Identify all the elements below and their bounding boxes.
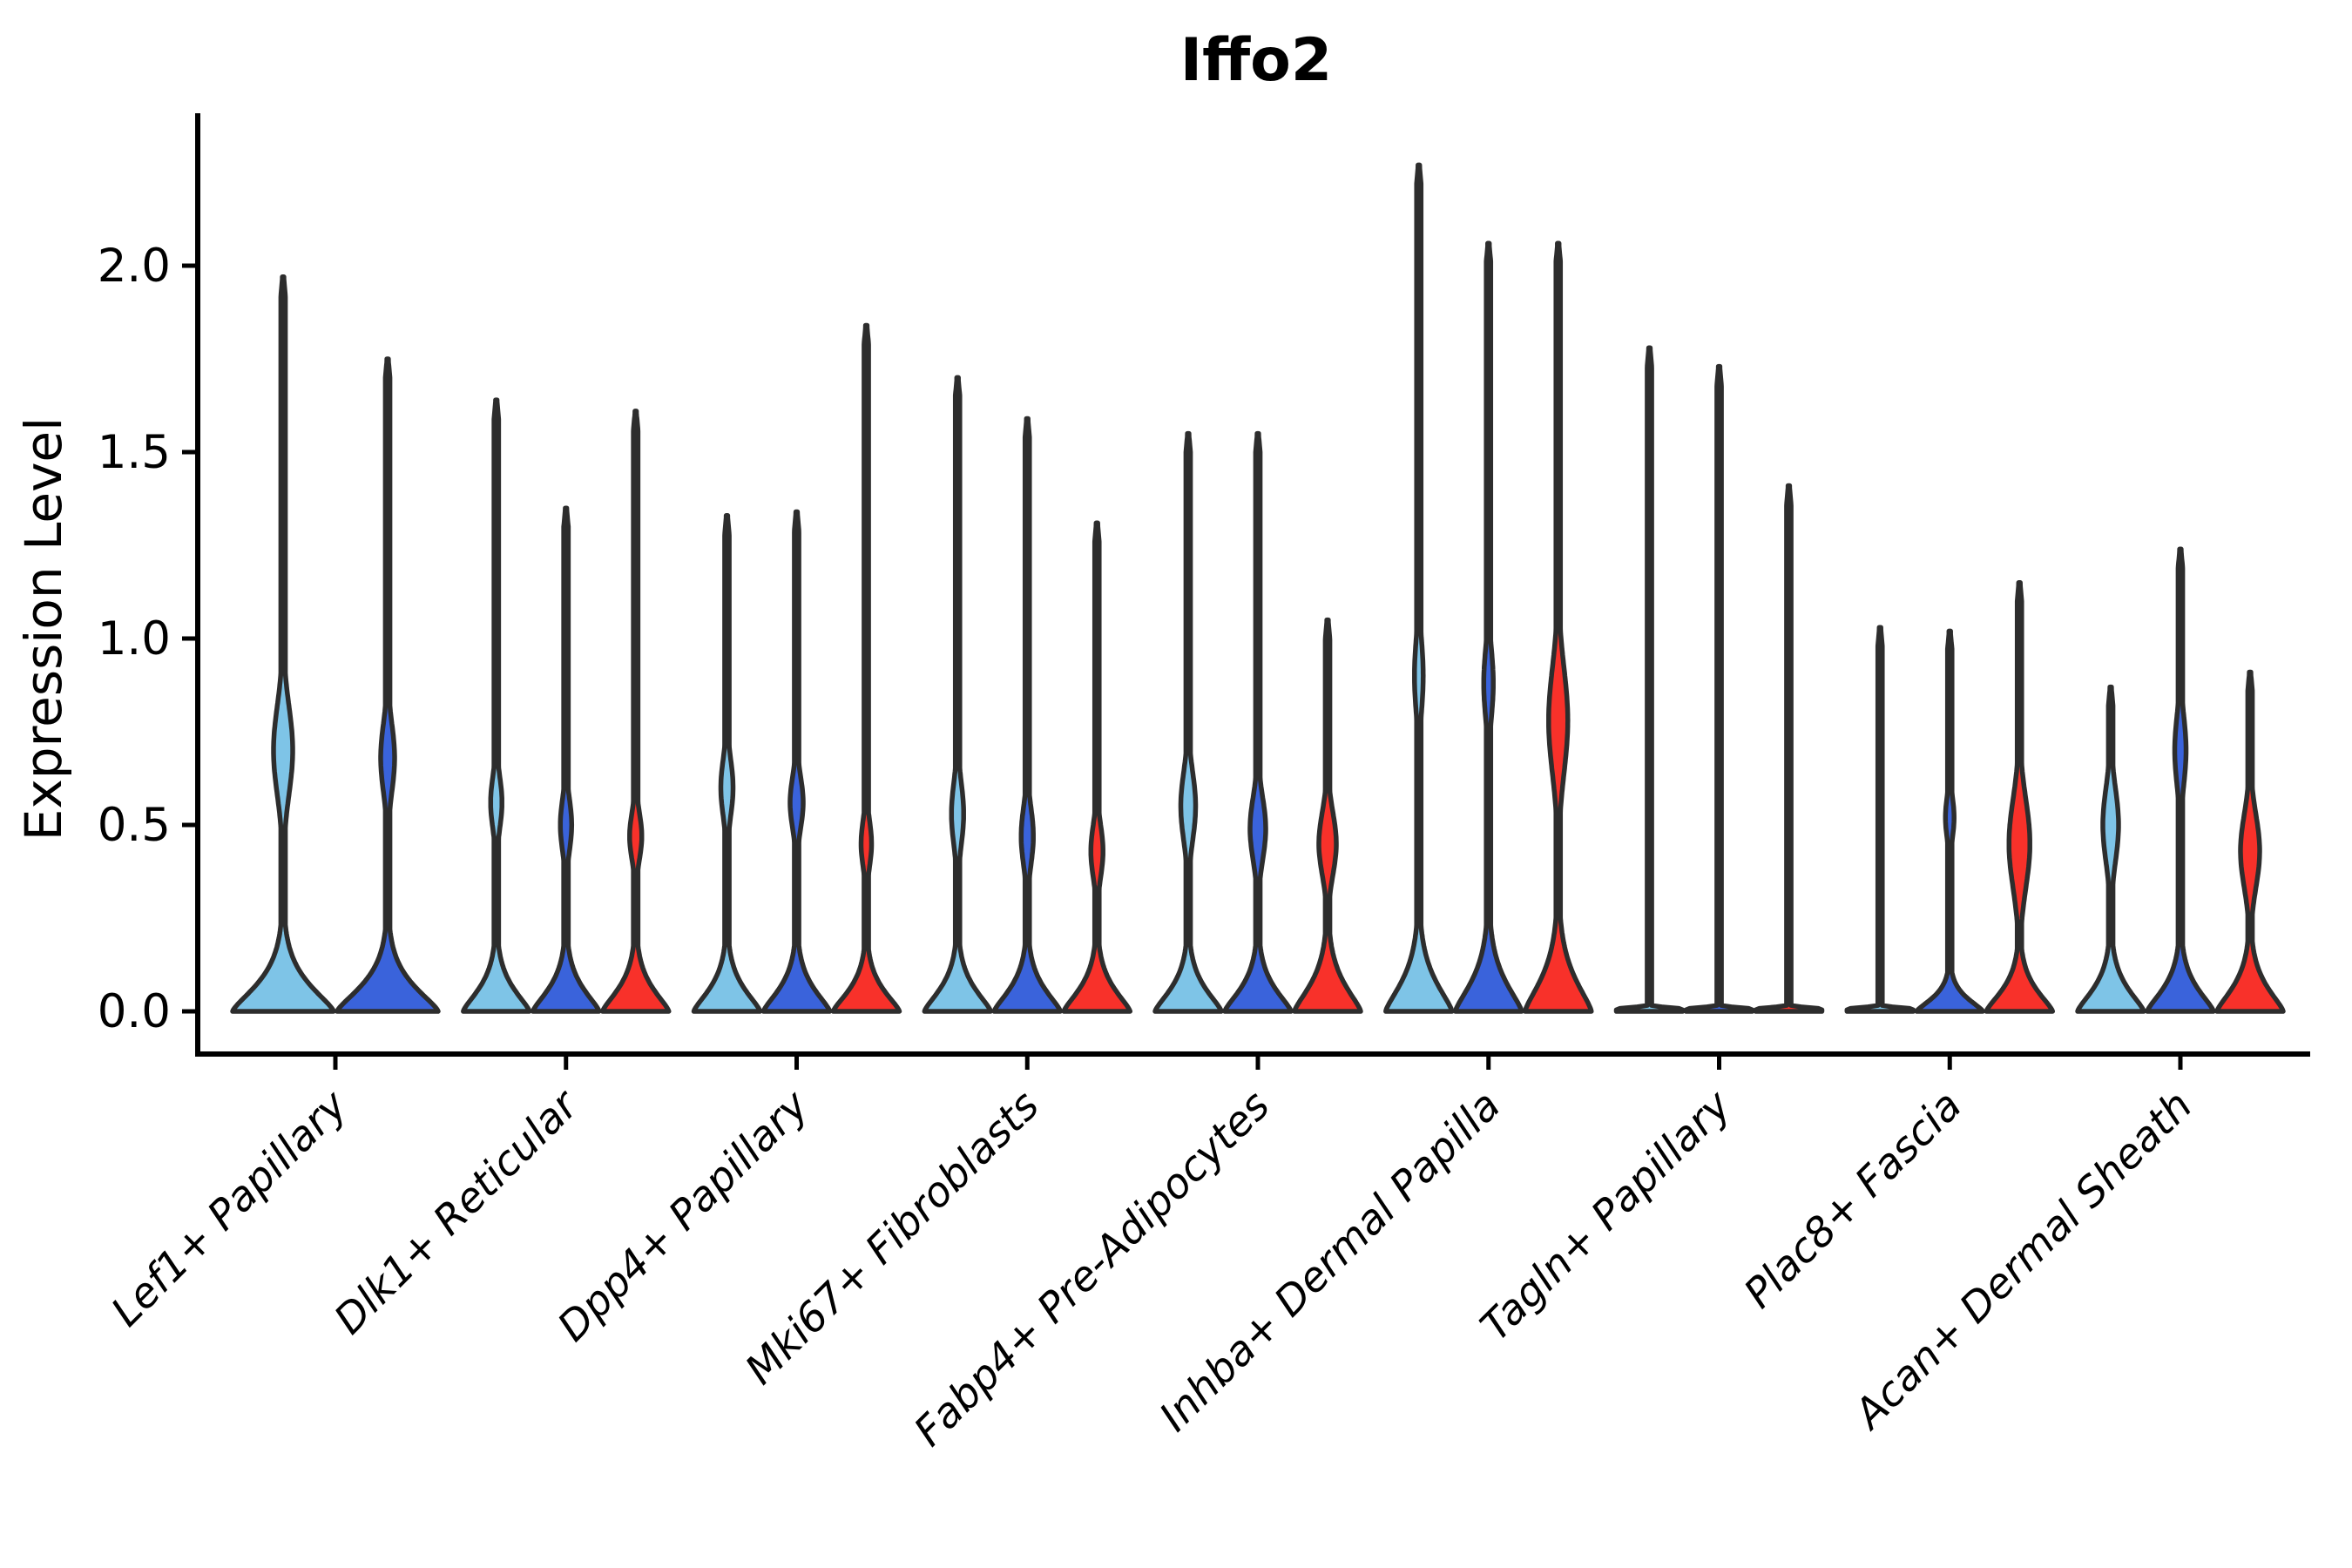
violin-lef1-papillary-dark_blue bbox=[335, 356, 441, 1014]
x-tick-label-dpp4-papillary: Dpp4+ Papillary bbox=[549, 1081, 819, 1351]
violin-dlk1-reticular-light_blue bbox=[461, 397, 532, 1014]
y-tick-label-1.5: 1.5 bbox=[98, 426, 171, 479]
violin-acan-dermal-sheath-red bbox=[2214, 669, 2286, 1014]
violin-dlk1-reticular-dark_blue bbox=[531, 505, 602, 1014]
x-tick-label-plac8-fascia: Plac8+ Fascia bbox=[1735, 1082, 1971, 1318]
x-tick-label-lef1-papillary: Lef1+ Papillary bbox=[102, 1081, 357, 1336]
violin-dlk1-reticular-red bbox=[600, 409, 672, 1014]
violin-acan-dermal-sheath-dark_blue bbox=[2145, 546, 2216, 1014]
y-tick-label-2.0: 2.0 bbox=[98, 240, 171, 293]
x-tick-label-dlk1-reticular: Dlk1+ Reticular bbox=[325, 1080, 589, 1344]
violin-fabp4-pre-adipocytes-light_blue bbox=[1152, 430, 1224, 1014]
violin-plac8-fascia-dark_blue bbox=[1914, 628, 1986, 1014]
violins-layer bbox=[230, 162, 2286, 1014]
violin-tagln-papillary-red bbox=[1753, 483, 1825, 1014]
plot-title: Iffo2 bbox=[1180, 26, 1332, 95]
axes bbox=[195, 113, 2310, 1057]
violin-tagln-papillary-dark_blue bbox=[1683, 363, 1755, 1014]
violin-plac8-fascia-red bbox=[1984, 580, 2056, 1014]
violin-inhba-dermal-papilla-light_blue bbox=[1383, 162, 1455, 1014]
violin-inhba-dermal-papilla-dark_blue bbox=[1453, 240, 1524, 1014]
y-tick-label-1.0: 1.0 bbox=[98, 612, 171, 666]
violin-dpp4-papillary-red bbox=[830, 322, 902, 1014]
y-axis-label: Expression Level bbox=[14, 417, 73, 841]
violin-inhba-dermal-papilla-red bbox=[1523, 240, 1594, 1014]
violin-mki67-fibroblasts-light_blue bbox=[922, 375, 994, 1014]
violin-tagln-papillary-light_blue bbox=[1613, 345, 1686, 1014]
violin-mki67-fibroblasts-dark_blue bbox=[991, 416, 1064, 1014]
y-tick-label-0.0: 0.0 bbox=[98, 985, 171, 1038]
y-tick-label-0.5: 0.5 bbox=[98, 799, 171, 852]
violin-lef1-papillary-light_blue bbox=[230, 274, 336, 1014]
violin-plac8-fascia-light_blue bbox=[1844, 625, 1916, 1014]
violin-fabp4-pre-adipocytes-dark_blue bbox=[1222, 430, 1294, 1014]
violin-mki67-fibroblasts-red bbox=[1061, 520, 1133, 1014]
violin-fabp4-pre-adipocytes-red bbox=[1292, 617, 1363, 1014]
x-tick-label-tagln-papillary: Tagln+ Papillary bbox=[1471, 1081, 1741, 1351]
y-tick-labels: 0.0 0.5 1.0 1.5 2.0 bbox=[98, 240, 198, 1038]
violin-acan-dermal-sheath-light_blue bbox=[2075, 684, 2146, 1014]
violin-dpp4-papillary-dark_blue bbox=[760, 509, 833, 1014]
violin-dpp4-papillary-light_blue bbox=[691, 513, 763, 1014]
